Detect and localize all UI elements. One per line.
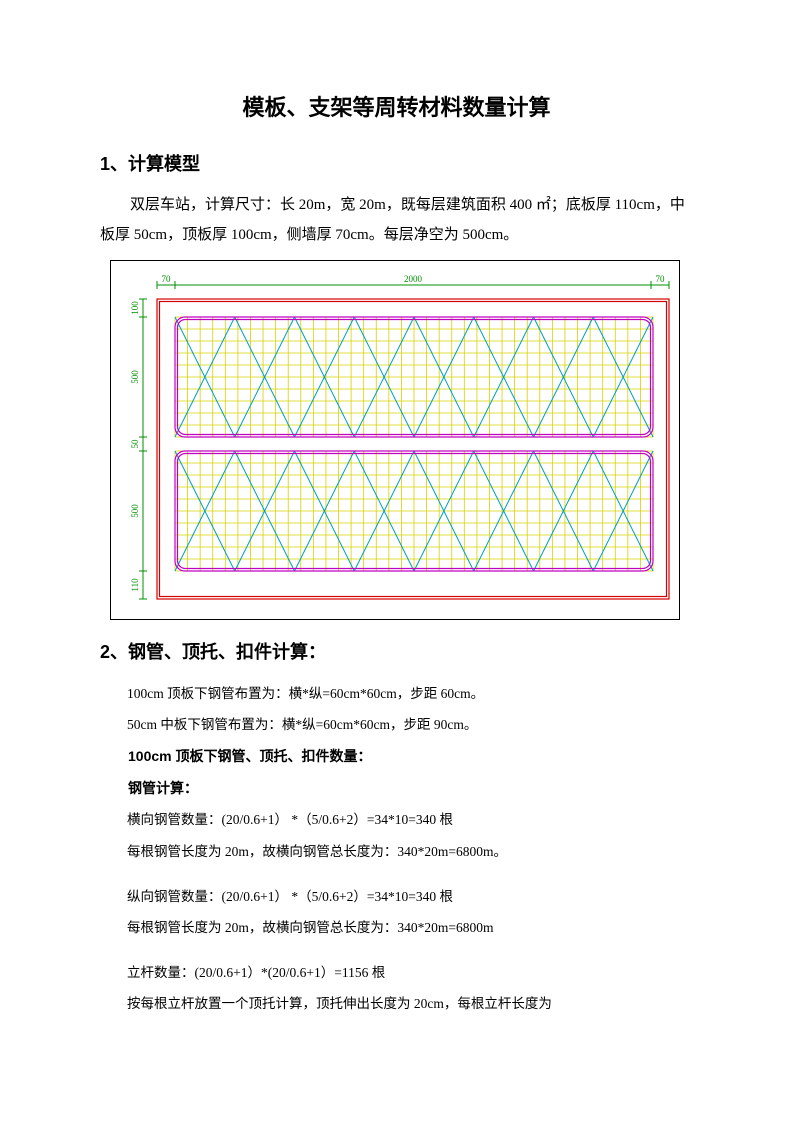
calc-line: 按每根立杆放置一个顶托计算，顶托伸出长度为 20cm，每根立杆长度为 [127, 988, 693, 1019]
calc-subheading: 100cm 顶板下钢管、顶托、扣件数量： [128, 740, 693, 772]
section1-heading: 1、计算模型 [100, 150, 693, 176]
calc-line: 每根钢管长度为 20m，故横向钢管总长度为：340*20m=6800m [127, 912, 693, 943]
calc-line: 横向钢管数量：(20/0.6+1） *（5/0.6+2）=34*10=340 根 [127, 804, 693, 835]
calc-line: 立杆数量：(20/0.6+1）*(20/0.6+1）=1156 根 [127, 957, 693, 988]
svg-text:50: 50 [130, 439, 140, 449]
section2-heading: 2、钢管、顶托、扣件计算： [100, 638, 693, 664]
svg-text:500: 500 [130, 504, 140, 518]
svg-text:500: 500 [130, 370, 140, 384]
svg-text:70: 70 [162, 274, 172, 284]
calc-line: 100cm 顶板下钢管布置为：横*纵=60cm*60cm，步距 60cm。 [127, 678, 693, 709]
page-title: 模板、支架等周转材料数量计算 [100, 90, 693, 122]
section2-body: 100cm 顶板下钢管布置为：横*纵=60cm*60cm，步距 60cm。50c… [100, 678, 693, 1019]
structure-diagram: 70 2000 70 100 500 50 500 110 [115, 265, 675, 610]
svg-text:100: 100 [130, 301, 140, 315]
svg-text:70: 70 [656, 274, 666, 284]
calc-subheading: 钢管计算： [128, 772, 693, 804]
section1-para: 双层车站，计算尺寸：长 20m，宽 20m，既每层建筑面积 400 ㎡；底板厚 … [100, 190, 693, 250]
calc-line: 50cm 中板下钢管布置为：横*纵=60cm*60cm，步距 90cm。 [127, 709, 693, 740]
diagram-container: 70 2000 70 100 500 50 500 110 [110, 260, 680, 620]
calc-line: 纵向钢管数量：(20/0.6+1） *（5/0.6+2）=34*10=340 根 [127, 881, 693, 912]
calc-line: 每根钢管长度为 20m，故横向钢管总长度为：340*20m=6800m。 [127, 836, 693, 867]
svg-text:2000: 2000 [404, 274, 423, 284]
svg-text:110: 110 [130, 578, 140, 592]
